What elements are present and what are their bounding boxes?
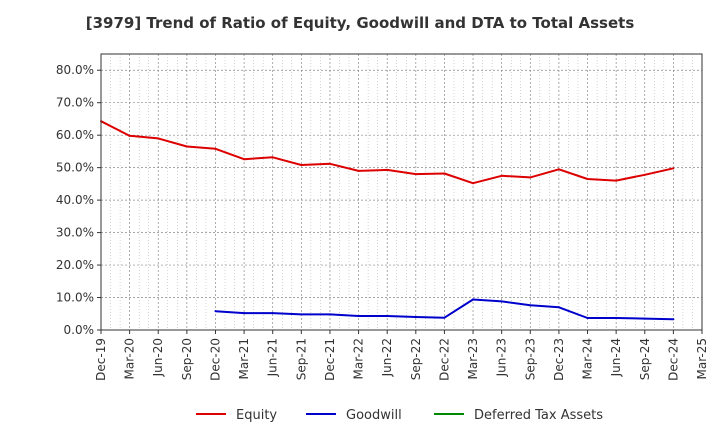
y-tick-label-2: 20.0% bbox=[56, 258, 94, 272]
series-layer bbox=[100, 120, 675, 321]
x-tick-label-3: Sep-20 bbox=[180, 338, 194, 380]
plot-area bbox=[101, 54, 702, 330]
chart-title: [3979] Trend of Ratio of Equity, Goodwil… bbox=[85, 14, 635, 32]
x-tick-label-12: Dec-22 bbox=[437, 338, 451, 381]
legend: Equity Goodwill Deferred Tax Assets bbox=[196, 408, 603, 423]
plot-frame bbox=[100, 53, 703, 331]
x-tick-label-16: Dec-23 bbox=[552, 338, 566, 381]
x-tick-label-6: Jun-21 bbox=[266, 338, 280, 377]
x-tick-label-14: Jun-23 bbox=[495, 338, 509, 377]
x-tick-label-15: Sep-23 bbox=[523, 338, 537, 380]
x-tick-label-2: Jun-20 bbox=[151, 338, 165, 377]
x-tick-label-1: Mar-20 bbox=[123, 338, 137, 379]
x-tick-label-17: Mar-24 bbox=[581, 338, 595, 379]
x-tick-label-8: Dec-21 bbox=[323, 338, 337, 381]
y-tick-label-4: 40.0% bbox=[56, 193, 94, 207]
x-tick-label-13: Mar-23 bbox=[466, 338, 480, 379]
legend-label-1: Goodwill bbox=[346, 408, 402, 423]
y-tick-label-6: 60.0% bbox=[56, 128, 94, 142]
series-goodwill bbox=[214, 298, 675, 321]
y-tick-label-5: 50.0% bbox=[56, 161, 94, 175]
series-equity bbox=[100, 120, 675, 185]
x-tick-label-7: Sep-21 bbox=[294, 338, 308, 380]
x-tick-label-20: Dec-24 bbox=[666, 338, 680, 381]
x-tick-label-10: Jun-22 bbox=[380, 338, 394, 377]
x-tick-label-21: Mar-25 bbox=[695, 338, 709, 379]
y-tick-label-8: 80.0% bbox=[56, 63, 94, 77]
series-line-1 bbox=[215, 298, 674, 321]
y-tick-label-7: 70.0% bbox=[56, 96, 94, 110]
x-tick-label-4: Dec-20 bbox=[208, 338, 222, 381]
x-tick-label-9: Mar-22 bbox=[352, 338, 366, 379]
x-axis-ticks: Dec-19 Mar-20 Jun-20 Sep-20 Dec-20 Mar-21 Jun-… bbox=[94, 330, 709, 381]
y-tick-label-3: 30.0% bbox=[56, 226, 94, 240]
x-tick-label-19: Sep-24 bbox=[638, 338, 652, 380]
legend-label-0: Equity bbox=[236, 408, 277, 423]
y-tick-label-0: 0.0% bbox=[64, 323, 95, 337]
y-tick-label-1: 10.0% bbox=[56, 291, 94, 305]
grid-lines bbox=[101, 54, 702, 330]
y-axis-ticks: 0.0% 10.0% 20.0% 30.0% 40.0% 50.0% 60.0% 70.0% 8… bbox=[56, 63, 101, 337]
series-line-0 bbox=[100, 120, 674, 185]
x-tick-label-0: Dec-19 bbox=[94, 338, 108, 381]
legend-label-2: Deferred Tax Assets bbox=[474, 408, 603, 423]
x-tick-label-18: Jun-24 bbox=[609, 338, 623, 377]
x-tick-label-5: Mar-21 bbox=[237, 338, 251, 379]
x-tick-label-11: Sep-22 bbox=[409, 338, 423, 380]
